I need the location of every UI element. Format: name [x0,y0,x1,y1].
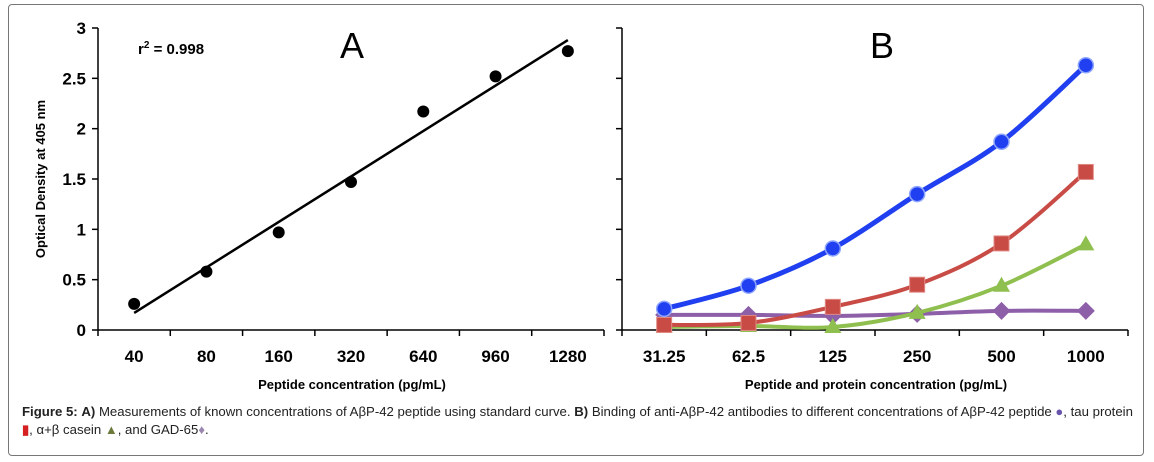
caption-a-text: Measurements of known concentrations of … [95,404,575,419]
legend-circle-icon: ● [1055,404,1064,419]
chart-a-point [417,105,430,118]
chart-b-x-label: Peptide and protein concentration (pg/mL… [745,377,1007,392]
chart-a-x-tick-label: 320 [337,347,365,366]
chart-b-point-square [1077,163,1094,180]
chart-b-point-diamond [1076,301,1095,320]
chart-b: 31.25 62.5 125 250 500 1000 B Peptide and pro… [616,25,1129,392]
chart-b-point-triangle [908,303,926,319]
chart-a-y-label: Optical Density at 405 nm [33,100,48,258]
chart-a-x-tick-label: 80 [197,347,216,366]
chart-b-series-line-circle [661,62,1089,312]
chart-b-point-circle [1077,56,1095,74]
chart-b-series-line-diamond [662,308,1088,318]
chart-a-x-tick-label: 960 [481,347,509,366]
chart-a-y-tick-label: 3 [77,19,86,38]
chart-a-point [489,70,502,83]
chart-a-point [561,45,574,58]
chart-b-point-circle [740,277,757,294]
legend-diamond-icon: ♦ [198,422,205,437]
chart-b-x-tick-label: 62.5 [732,347,765,366]
figure-charts: 0 0.5 1 1.5 2 2.5 3 40 80 160 320 640 960 1280 A r2 … [33,19,1129,392]
chart-a-y-tick-label: 2 [77,120,86,139]
chart-b-point-square [993,235,1010,252]
chart-b-point-square [909,276,926,293]
chart-b-point-triangle [1077,235,1095,251]
chart-b-x-tick-label: 500 [987,347,1015,366]
chart-b-point-triangle [993,276,1010,292]
chart-a-x-tick-label: 640 [409,347,437,366]
caption-tau-text: , tau protein [1063,404,1133,419]
caption-end-text: . [205,422,209,437]
chart-a-x-tick-label: 160 [265,347,293,366]
chart-a-y-tick-label: 0 [77,321,86,340]
caption-b-text: Binding of anti-AβP-42 antibodies to dif… [588,404,1056,419]
caption-gad-text: , and GAD-65 [117,422,199,437]
chart-a-point [345,176,357,189]
chart-b-x-tick-label: 1000 [1067,347,1105,366]
caption-casein-text: , α+β casein [29,422,105,437]
chart-a-x-tick-label: 40 [125,347,144,366]
caption-b-label: B) [574,404,589,419]
chart-a-panel-label: A [340,25,364,66]
chart-a-point [272,226,285,239]
chart-a-r2-annotation: r2 = 0.998 [138,40,204,58]
chart-a-x-tick-label: 1280 [549,347,587,366]
chart-b-x-tick-label: 31.25 [643,347,686,366]
chart-b-point-circle [824,240,842,257]
chart-b-x-tick-label: 250 [903,347,931,366]
chart-b-point-square [656,316,673,333]
legend-triangle-icon: ▲ [104,422,118,437]
chart-a-y-tick-label: 2.5 [62,69,86,88]
chart-a-y-tick-label: 0.5 [62,271,86,290]
chart-a-point [200,265,213,278]
chart-b-point-circle [908,185,926,203]
chart-b-point-triangle [824,317,842,333]
chart-b-series-line-triangle [662,242,1088,330]
chart-b-point-square [740,314,757,331]
figure-frame [8,4,1144,456]
chart-b-point-square [824,298,841,315]
chart-a-y-tick-label: 1.5 [62,170,86,189]
legend-square-icon: ▮ [22,422,30,437]
chart-a-x-label: Peptide concentration (pg/mL) [258,377,446,392]
chart-a-y-tick-label: 1 [77,220,86,239]
chart-b-point-circle [655,300,673,318]
chart-b-point-diamond [992,301,1011,320]
chart-b-point-circle [993,133,1010,151]
figure-caption: Figure 5: A) Measurements of known conce… [22,403,1137,439]
chart-b-panel-label: B [870,25,894,66]
chart-b-series-line-square [662,169,1088,327]
caption-a-label: A) [81,404,96,419]
chart-b-x-tick-label: 125 [819,347,847,366]
caption-fig-label: Figure 5: [22,404,78,419]
chart-a: 0 0.5 1 1.5 2 2.5 3 40 80 160 320 640 960 1280 A r2 … [33,19,605,392]
chart-a-point [128,297,141,310]
